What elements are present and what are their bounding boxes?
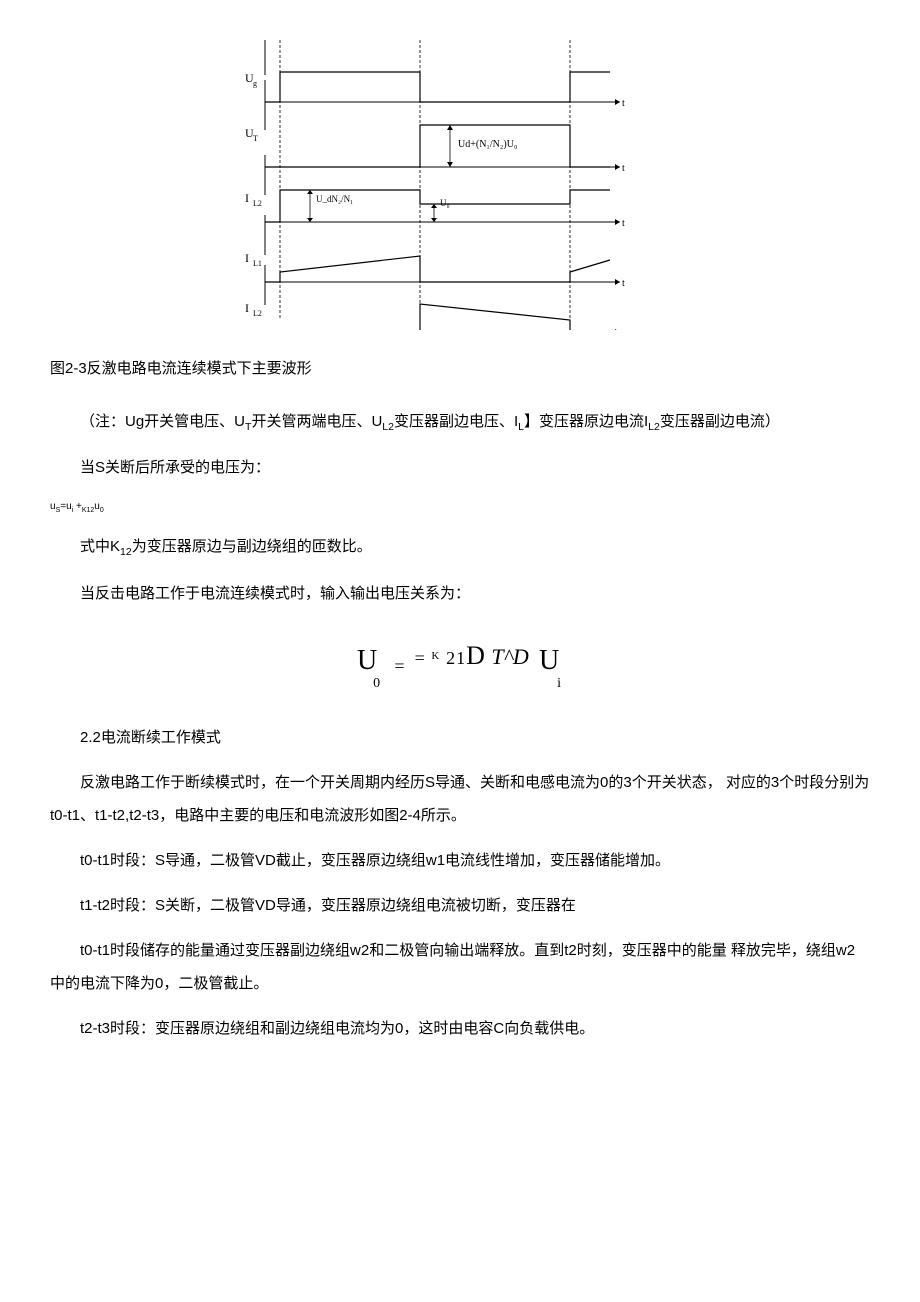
svg-text:I: I — [245, 251, 249, 265]
u-sub-i: i — [557, 676, 561, 691]
u-sub-0: 0 — [373, 676, 380, 691]
svg-text:Ud+(N₁/N₂)U₀: Ud+(N₁/N₂)U₀ — [458, 139, 518, 150]
svg-text:L2: L2 — [253, 309, 262, 318]
svg-text:t: t — [622, 218, 625, 229]
section-heading: 2.2电流断续工作模式 — [50, 721, 870, 754]
svg-text:L1: L1 — [253, 259, 262, 268]
paragraph-k12: 式中K12为变压器原边与副边绕组的匝数比。 — [50, 530, 870, 564]
svg-text:I: I — [245, 301, 249, 315]
figure-caption: 图2-3反激电路电流连续模式下主要波形 — [50, 352, 870, 385]
svg-text:U₀: U₀ — [440, 198, 450, 208]
formula-denominator: T^D — [491, 644, 528, 669]
formula-numerator: = ᴷ 21D — [415, 648, 492, 668]
u-right-letter: U — [539, 645, 559, 676]
formula-us-text: uS=ui +K12u0 — [50, 501, 104, 512]
paragraph-t0t1-energy: t0-t1时段储存的能量通过变压器副边绕组w2和二极管向输出端释放。直到t2时刻… — [50, 934, 870, 1000]
formula-fraction: = ᴷ 21D T^D — [415, 643, 529, 677]
num-prefix: = ᴷ 21 — [415, 648, 466, 668]
num-d: D — [466, 641, 486, 670]
u-letter: U — [357, 645, 377, 676]
k12-text: 式中K12为变压器原边与副边绕组的匝数比。 — [80, 538, 372, 555]
figure-note: （注：Ug开关管电压、UT开关管两端电压、UL2变压器副边电压、IL】变压器原边… — [50, 405, 870, 439]
svg-text:t: t — [622, 328, 625, 330]
formula-uo-left: U0 — [357, 630, 384, 692]
formula-uo-right: Ui — [539, 630, 563, 692]
waveform-diagram: tUgtUTUd+(N₁/N₂)U₀tIL2U_dN₂/N₁U₀tIL1tIL2 — [220, 40, 870, 342]
paragraph-ccm-relation: 当反击电路工作于电流连续模式时，输入输出电压关系为： — [50, 577, 870, 610]
paragraph-dcm-intro: 反激电路工作于断续模式时，在一个开关周期内经历S导通、关断和电感电流为0的3个开… — [50, 766, 870, 832]
svg-text:t: t — [622, 163, 625, 174]
formula-uo: U0 = = ᴷ 21D T^D Ui — [50, 630, 870, 692]
svg-text:g: g — [253, 79, 257, 88]
formula-us: uS=ui +K12u0 — [50, 496, 870, 518]
paragraph-t1t2: t1-t2时段：S关断，二极管VD导通，变压器原边绕组电流被切断，变压器在 — [50, 889, 870, 922]
paragraph-t2t3: t2-t3时段：变压器原边绕组和副边绕组电流均为0，这时由电容C向负载供电。 — [50, 1012, 870, 1045]
svg-text:I: I — [245, 191, 249, 205]
svg-text:U_dN₂/N₁: U_dN₂/N₁ — [316, 194, 353, 204]
formula-eq: = — [394, 656, 404, 676]
paragraph-t0t1: t0-t1时段：S导通，二极管VD截止，变压器原边绕组w1电流线性增加，变压器储… — [50, 844, 870, 877]
paragraph-voltage-intro: 当S关断后所承受的电压为： — [50, 451, 870, 484]
svg-text:t: t — [622, 278, 625, 289]
svg-text:T: T — [253, 134, 258, 143]
svg-text:t: t — [622, 98, 625, 109]
note-text: （注：Ug开关管电压、UT开关管两端电压、UL2变压器副边电压、IL】变压器原边… — [80, 413, 780, 430]
svg-text:L2: L2 — [253, 199, 262, 208]
